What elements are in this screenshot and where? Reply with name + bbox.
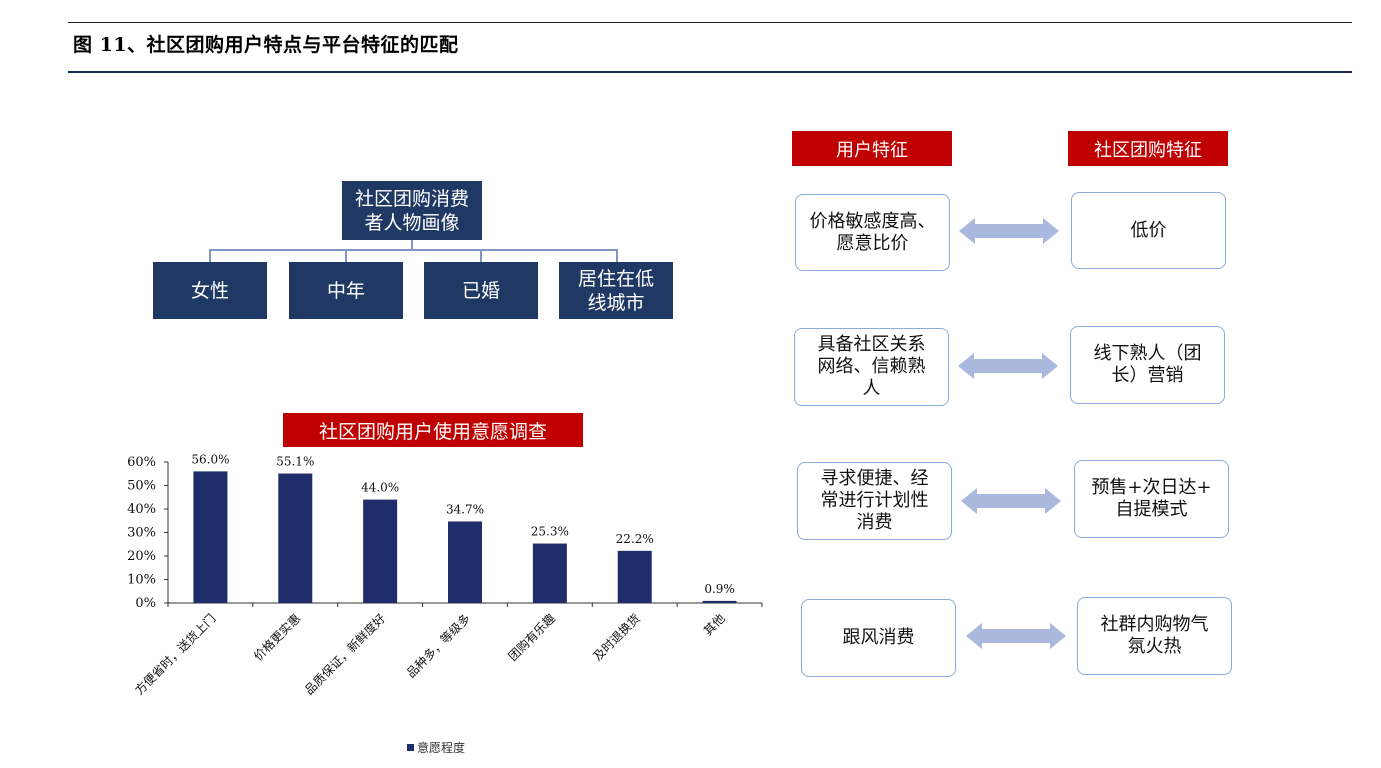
double-arrow-1 bbox=[959, 218, 1059, 244]
category-label: 品种多，等级多 bbox=[404, 611, 473, 680]
category-label: 团购有乐趣 bbox=[505, 611, 558, 664]
y-tick-label: 10% bbox=[127, 573, 156, 588]
platform-feature-3: 预售+次日达+ 自提模式 bbox=[1074, 460, 1229, 538]
double-arrow-2 bbox=[958, 353, 1058, 379]
platform-feature-2: 线下熟人（团 长）营销 bbox=[1070, 326, 1225, 404]
persona-lower-tier-city: 居住在低 线城市 bbox=[559, 262, 673, 319]
figure-title: 图 11、社区团购用户特点与平台特征的匹配 bbox=[73, 34, 459, 56]
double-arrow-4 bbox=[966, 623, 1066, 649]
tree-connector-1 bbox=[209, 249, 211, 262]
bar bbox=[617, 550, 652, 603]
category-label: 其他 bbox=[701, 611, 728, 638]
y-tick-label: 60% bbox=[127, 455, 156, 470]
category-label: 品质保证，新鲜度好 bbox=[301, 611, 388, 698]
tree-connector-2 bbox=[345, 249, 347, 262]
persona-married: 已婚 bbox=[424, 262, 538, 319]
tree-connector-3 bbox=[480, 249, 482, 262]
legend-swatch bbox=[407, 744, 414, 751]
legend-label: 意愿程度 bbox=[417, 741, 466, 755]
y-tick-label: 40% bbox=[127, 502, 156, 517]
bar bbox=[193, 471, 228, 603]
top-rule bbox=[68, 22, 1352, 23]
chart-legend: 意愿程度 bbox=[407, 739, 465, 756]
data-label: 0.9% bbox=[704, 582, 735, 596]
category-label: 及时退换货 bbox=[590, 611, 643, 664]
y-tick-label: 30% bbox=[127, 526, 156, 541]
category-label: 方便省时，送货上门 bbox=[132, 611, 219, 698]
data-label: 44.0% bbox=[361, 481, 399, 495]
bar bbox=[448, 521, 482, 603]
platform-feature-4: 社群内购物气 氛火热 bbox=[1077, 597, 1232, 675]
data-label: 34.7% bbox=[446, 502, 484, 516]
y-tick-label: 0% bbox=[135, 596, 156, 611]
persona-middle-aged: 中年 bbox=[289, 262, 403, 319]
persona-female: 女性 bbox=[153, 262, 267, 319]
bar bbox=[702, 600, 737, 603]
persona-root: 社区团购消费 者人物画像 bbox=[342, 181, 482, 240]
y-tick-label: 50% bbox=[127, 479, 156, 494]
bar bbox=[532, 543, 567, 603]
data-label: 56.0% bbox=[191, 452, 229, 466]
platform-features-header: 社区团购特征 bbox=[1068, 131, 1228, 166]
survey-title: 社区团购用户使用意愿调查 bbox=[283, 413, 583, 447]
tree-connector-stem bbox=[411, 240, 413, 250]
data-label: 25.3% bbox=[531, 525, 569, 539]
platform-feature-1: 低价 bbox=[1071, 192, 1226, 269]
user-feature-1: 价格敏感度高、 愿意比价 bbox=[795, 194, 950, 271]
user-feature-2: 具备社区关系 网络、信赖熟 人 bbox=[794, 328, 949, 406]
bar bbox=[363, 499, 398, 603]
y-tick-label: 20% bbox=[127, 549, 156, 564]
data-label: 55.1% bbox=[276, 455, 314, 469]
data-label: 22.2% bbox=[616, 532, 654, 546]
user-feature-3: 寻求便捷、经 常进行计划性 消费 bbox=[797, 462, 952, 540]
bar bbox=[278, 473, 313, 603]
tree-connector-bar bbox=[209, 249, 618, 251]
category-label: 价格更实惠 bbox=[250, 611, 303, 664]
user-features-header: 用户特征 bbox=[792, 131, 952, 166]
title-underline bbox=[68, 71, 1352, 73]
double-arrow-3 bbox=[961, 488, 1061, 514]
tree-connector-4 bbox=[616, 249, 618, 262]
user-feature-4: 跟风消费 bbox=[801, 599, 956, 677]
